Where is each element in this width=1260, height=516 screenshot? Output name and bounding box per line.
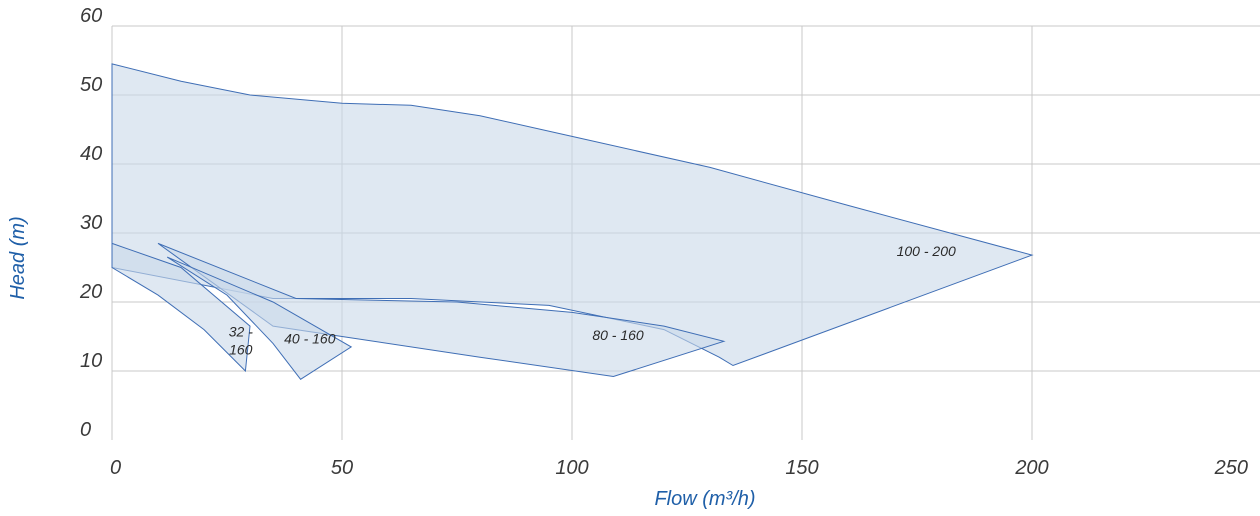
x-tick-label: 0 [110,457,121,479]
y-axis-title: Head (m) [7,216,29,299]
region-label: 40 - 160 [284,330,336,346]
pump-regions [111,63,1034,380]
tick-labels: 0 50 100 150 200 250 0 10 20 30 40 50 60 [79,5,1248,479]
x-tick-label: 250 [1214,457,1248,479]
region-label: 80 - 160 [592,327,644,343]
region-area [111,63,1034,367]
x-axis-title: Flow (m³/h) [654,488,755,510]
x-tick-label: 50 [331,457,353,479]
region-area [166,256,353,380]
region-label: 32 -160 [229,324,253,358]
region-label: 100 - 200 [897,243,956,259]
y-tick-label: 50 [80,74,102,96]
y-tick-label: 40 [80,143,102,165]
x-tick-label: 150 [785,457,818,479]
y-tick-label: 30 [80,212,102,234]
x-tick-label: 100 [555,457,588,479]
y-tick-label: 10 [80,350,102,372]
y-tick-label: 20 [79,281,102,303]
region-labels: 100 - 200 80 - 160 40 - 160 32 -160 [229,243,956,358]
region-area [111,242,251,373]
y-tick-label: 60 [80,5,102,27]
x-tick-label: 200 [1014,457,1048,479]
y-tick-label: 0 [80,419,91,441]
